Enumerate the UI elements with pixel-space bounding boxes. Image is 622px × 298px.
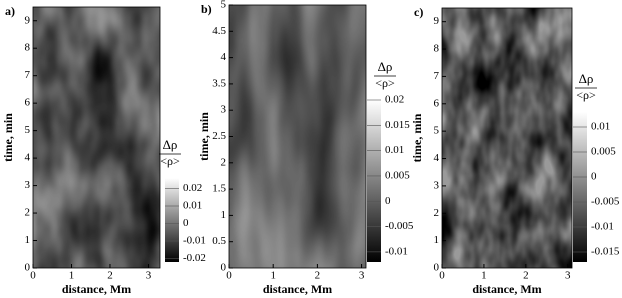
x-tick-label: 0 (226, 270, 232, 282)
x-tick-label: 1 (481, 270, 487, 282)
colorbar-label-bottom: <ρ> (160, 154, 180, 168)
y-tick-label: 3 (25, 179, 31, 191)
colorbar-tick-label: -0.01 (183, 235, 206, 247)
x-axis-title: distance, Mm (263, 282, 332, 296)
colorbar (165, 178, 179, 262)
colorbar-tick-label: 0.015 (385, 119, 410, 131)
colorbar-label-bottom: <ρ> (576, 88, 596, 102)
x-axis-title: distance, Mm (62, 282, 131, 296)
y-tick-label: 5 (25, 124, 31, 136)
colorbar-label-top: Δρ (579, 71, 594, 86)
y-tick-label: 2 (25, 207, 31, 219)
panel-label: a) (5, 4, 15, 18)
colorbar (367, 100, 381, 262)
x-tick-label: 0 (30, 270, 36, 282)
y-tick-label: 9 (434, 15, 440, 27)
x-tick-label: 3 (359, 270, 365, 282)
colorbar-tick-label: 0.005 (385, 169, 410, 181)
colorbar-tick-label: -0.01 (385, 245, 408, 257)
heatmap-texture (442, 8, 572, 268)
y-tick-label: 9 (25, 14, 31, 26)
colorbar-tick-label: 0 (591, 171, 597, 183)
y-tick-label: 1 (221, 209, 227, 221)
colorbar-tick-label: -0.01 (591, 221, 614, 233)
y-tick-label: 0 (434, 262, 440, 274)
x-tick-label: 2 (107, 270, 113, 282)
y-tick-label: 3 (434, 179, 440, 191)
y-tick-label: 3.5 (212, 77, 226, 89)
y-tick-label: 5 (221, 0, 227, 11)
heatmap-texture (33, 7, 160, 268)
y-tick-label: 5 (434, 125, 440, 137)
y-tick-label: 4 (434, 152, 440, 164)
x-axis-title: distance, Mm (472, 282, 541, 296)
colorbar (573, 112, 587, 262)
colorbar-tick-label: -0.015 (591, 246, 620, 258)
y-tick-label: 0.5 (212, 235, 226, 247)
y-tick-label: 0 (25, 262, 31, 274)
y-tick-label: 2 (221, 156, 227, 168)
x-tick-label: 1 (270, 270, 276, 282)
x-tick-label: 2 (523, 270, 529, 282)
colorbar-tick-label: 0.005 (591, 146, 616, 158)
colorbar-tick-label: -0.02 (183, 252, 206, 264)
y-axis-title: time, min (197, 112, 211, 161)
colorbar-tick-label: 0 (385, 195, 391, 207)
colorbar-tick-label: -0.005 (591, 196, 620, 208)
colorbar-tick-label: 0.01 (385, 144, 404, 156)
plot-frame (441, 7, 573, 269)
colorbar-label-top: Δρ (163, 137, 178, 152)
y-tick-label: 6 (25, 97, 31, 109)
y-tick-label: 4 (221, 51, 227, 63)
x-tick-label: 3 (565, 270, 571, 282)
plot-frame (32, 6, 161, 269)
colorbar-label-bottom: <ρ> (375, 76, 395, 90)
y-axis-title: time, min (410, 113, 424, 162)
y-tick-label: 8 (434, 43, 440, 55)
colorbar-tick-label: 0.01 (591, 121, 610, 133)
panel-label: c) (414, 5, 423, 19)
x-tick-label: 0 (439, 270, 445, 282)
y-tick-label: 6 (434, 97, 440, 109)
colorbar-tick-label: 0 (183, 217, 189, 229)
y-tick-label: 4 (25, 152, 31, 164)
x-tick-label: 3 (146, 270, 152, 282)
y-tick-label: 2 (434, 207, 440, 219)
x-tick-label: 2 (315, 270, 321, 282)
colorbar-tick-label: 0.02 (385, 94, 404, 106)
y-axis-title: time, min (1, 113, 15, 162)
y-tick-label: 3 (221, 104, 227, 116)
colorbar-tick-label: -0.005 (385, 220, 414, 232)
y-tick-label: 7 (25, 69, 31, 81)
y-tick-label: 2.5 (212, 130, 226, 142)
heatmap-texture (229, 5, 366, 268)
colorbar-tick-label: 0.02 (183, 182, 202, 194)
y-tick-label: 1 (25, 234, 31, 246)
x-tick-label: 1 (69, 270, 75, 282)
y-tick-label: 7 (434, 70, 440, 82)
y-tick-label: 0 (221, 262, 227, 274)
panel-label: b) (201, 2, 212, 16)
y-tick-label: 8 (25, 42, 31, 54)
colorbar-label-top: Δρ (378, 59, 393, 74)
y-tick-label: 4.5 (212, 25, 226, 37)
y-tick-label: 1.5 (212, 183, 226, 195)
colorbar-tick-label: 0.01 (183, 200, 202, 212)
y-tick-label: 1 (434, 234, 440, 246)
